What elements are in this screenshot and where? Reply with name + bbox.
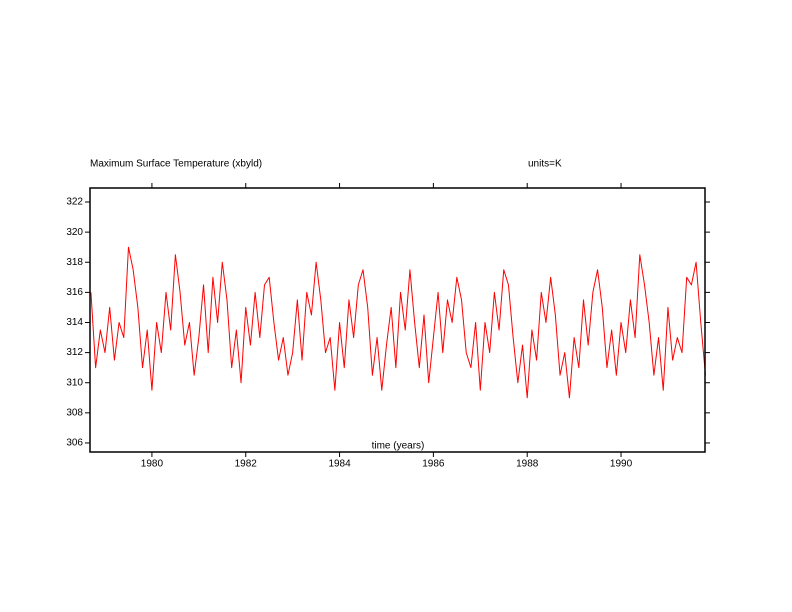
x-tick-label: 1988 [516, 459, 539, 470]
y-tick-label: 308 [66, 407, 83, 418]
y-tick-label: 320 [66, 227, 83, 238]
chart-title: Maximum Surface Temperature (xbyld) [90, 159, 262, 170]
y-tick-label: 312 [66, 347, 83, 358]
y-tick-label: 306 [66, 438, 83, 449]
y-tick-label: 316 [66, 287, 83, 298]
y-tick-label: 322 [66, 197, 83, 208]
plot-frame [89, 187, 706, 453]
y-tick-label: 318 [66, 257, 83, 268]
data-line [90, 246, 706, 399]
y-tick-label: 310 [66, 377, 83, 388]
x-tick-label: 1990 [610, 459, 633, 470]
x-tick-label: 1984 [328, 459, 351, 470]
x-tick-label: 1982 [235, 459, 258, 470]
x-axis-label: time (years) [372, 441, 425, 452]
x-tick-label: 1980 [141, 459, 164, 470]
y-tick-label: 314 [66, 317, 83, 328]
units-label: units=K [528, 159, 562, 170]
x-tick-label: 1986 [422, 459, 445, 470]
